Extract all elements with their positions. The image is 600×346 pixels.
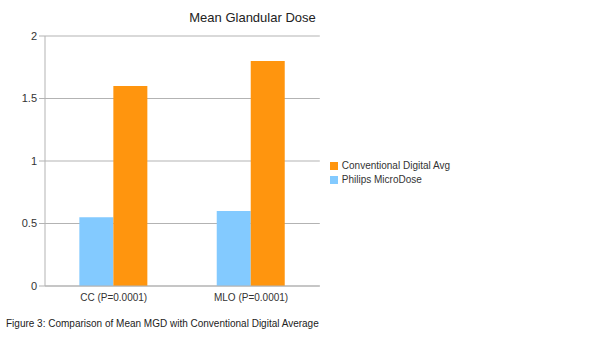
svg-text:CC (P=0.0001): CC (P=0.0001) xyxy=(80,292,147,303)
svg-text:0: 0 xyxy=(31,280,37,292)
svg-text:2: 2 xyxy=(31,30,37,42)
html-text:Figure 3: Comparison of Mean M: Figure 3: Comparison of Mean MGD with Co… xyxy=(6,318,319,329)
html-text:Conventional Digital Avg: Conventional Digital Avg xyxy=(341,160,450,171)
svg-text:1.5: 1.5 xyxy=(22,92,37,104)
html-text:Philips MicroDose: Philips MicroDose xyxy=(341,174,422,185)
svg-text:MLO (P=0.0001): MLO (P=0.0001) xyxy=(214,292,288,303)
html-text:Mean Glandular Dose: Mean Glandular Dose xyxy=(189,10,316,25)
svg-text:1: 1 xyxy=(31,155,37,167)
svg-text:0.5: 0.5 xyxy=(22,217,37,229)
